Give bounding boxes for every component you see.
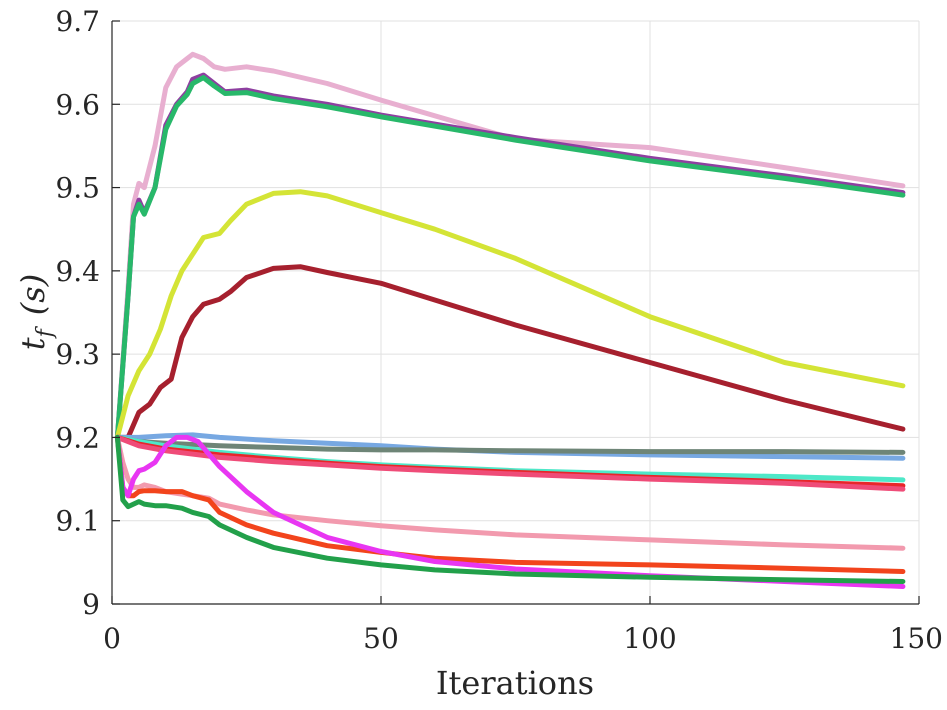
grid [111,20,920,605]
axes [111,20,920,605]
y-tick-label: 9.2 [55,421,100,454]
series-line-dark-red [114,264,906,440]
y-tick-label: 9 [82,588,100,621]
series-line-green [114,75,906,440]
y-tick-label: 9.6 [55,88,100,121]
y-tick-labels: 9 9.1 9.2 9.3 9.4 9.5 9.6 9.7 [55,5,100,621]
y-axis-title-main: t [14,337,52,350]
x-tick-label: 150 [890,622,943,655]
y-tick-label: 9.1 [55,505,100,538]
series-line-dark-green [114,434,906,584]
series-line-yellow-green [114,189,906,440]
series-line-orange-red [114,434,906,574]
y-tick-label: 9.7 [55,5,100,38]
series-line-light-blue [114,432,906,461]
plot-area [112,21,919,604]
y-tick-label: 9.5 [55,172,100,205]
series-line-pink [114,51,906,440]
x-axis-title: Iterations [436,664,594,702]
y-axis-title-unit: (s) [14,274,52,315]
x-tick-label: 50 [363,622,399,655]
y-tick-label: 9.3 [55,338,100,371]
x-tick-label: 100 [623,622,676,655]
y-axis-title: tf (s) [14,274,58,350]
y-tick-label: 9.4 [55,255,100,288]
y-axis-title-subscript: f [33,325,58,339]
series-line-magenta [114,434,906,589]
series-group [114,51,906,589]
x-tick-label: 0 [103,622,121,655]
x-tick-labels: 0 50 100 150 [103,622,943,655]
